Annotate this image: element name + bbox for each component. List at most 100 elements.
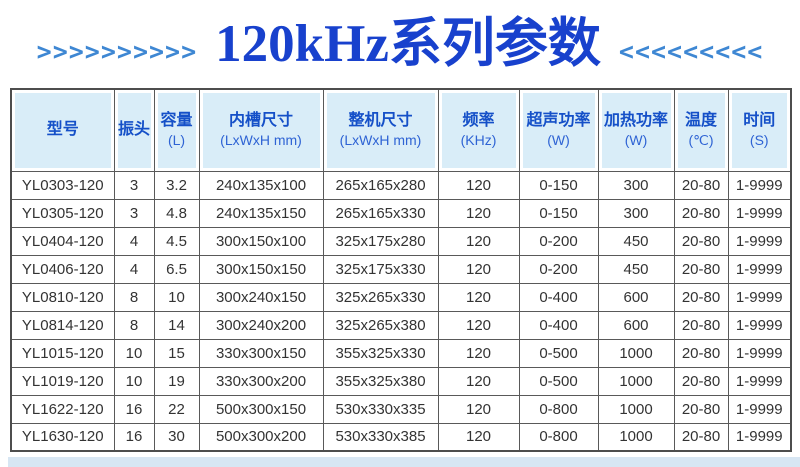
table-cell: 20-80 — [673, 310, 729, 340]
table-cell: 0-500 — [518, 366, 599, 396]
table-cell: 20-80 — [673, 226, 729, 256]
column-header-0: 型号 — [10, 88, 115, 172]
right-chevrons-decoration: <<<<<<<<< — [618, 36, 764, 66]
table-cell: YL0814-120 — [10, 310, 115, 340]
table-cell: 20-80 — [673, 170, 729, 200]
column-label: 温度 — [684, 112, 717, 129]
table-cell: 16 — [113, 422, 155, 452]
column-header-9: 时间 (S) — [727, 88, 792, 172]
table-cell: 4 — [113, 226, 155, 256]
table-cell: 20-80 — [673, 366, 729, 396]
table-cell: 1-9999 — [727, 310, 792, 340]
column-unit: (℃) — [688, 132, 714, 148]
table-cell: YL0305-120 — [10, 198, 115, 228]
table-cell: 1-9999 — [727, 422, 792, 452]
table-cell: 0-150 — [518, 170, 599, 200]
column-header-7: 加热功率 (W) — [597, 88, 675, 172]
table-row: YL0303-120 3 3.2 240x135x100 265x165x280 120 0… — [10, 170, 792, 200]
table-row: YL0814-120 8 14 300x240x200 325x265x380 120 0-… — [10, 310, 792, 340]
table-cell: 120 — [437, 394, 520, 424]
column-header-8: 温度 (℃) — [673, 88, 729, 172]
table-cell: 3 — [113, 198, 155, 228]
table-cell: YL0406-120 — [10, 254, 115, 284]
table-cell: 4.8 — [153, 198, 200, 228]
table-cell: 3 — [113, 170, 155, 200]
table-cell: 20-80 — [673, 394, 729, 424]
table-cell: 240x135x150 — [198, 198, 324, 228]
spec-table: 型号 振头 容量 (L) 内槽尺寸 (LxWxH mm) 整机尺寸 (LxWxH mm) 频率 (… — [10, 88, 792, 452]
table-cell: 1-9999 — [727, 394, 792, 424]
table-cell: 120 — [437, 226, 520, 256]
table-row: YL1015-120 10 15 330x300x150 355x325x330 120 0… — [10, 338, 792, 368]
table-cell: 240x135x100 — [198, 170, 324, 200]
table-cell: 300 — [597, 198, 675, 228]
table-cell: 6.5 — [153, 254, 200, 284]
table-cell: YL0810-120 — [10, 282, 115, 312]
table-row: YL1019-120 10 19 330x300x200 355x325x380 120 0… — [10, 366, 792, 396]
table-cell: 4.5 — [153, 226, 200, 256]
table-cell: 120 — [437, 170, 520, 200]
table-cell: 120 — [437, 338, 520, 368]
table-cell: 8 — [113, 310, 155, 340]
spec-table-header: 型号 振头 容量 (L) 内槽尺寸 (LxWxH mm) 整机尺寸 (LxWxH mm) 频率 (… — [10, 88, 792, 172]
table-cell: 500x300x150 — [198, 394, 324, 424]
table-cell: 10 — [113, 366, 155, 396]
table-cell: 19 — [153, 366, 200, 396]
column-unit: (LxWxH mm) — [220, 132, 302, 148]
table-cell: 1000 — [597, 422, 675, 452]
column-header-2: 容量 (L) — [153, 88, 200, 172]
table-cell: 325x175x280 — [322, 226, 439, 256]
column-unit: (W) — [624, 132, 648, 148]
table-cell: 120 — [437, 422, 520, 452]
table-cell: 20-80 — [673, 254, 729, 284]
table-cell: 1-9999 — [727, 366, 792, 396]
table-cell: 265x165x280 — [322, 170, 439, 200]
table-cell: 330x300x150 — [198, 338, 324, 368]
table-cell: 0-800 — [518, 422, 599, 452]
table-cell: 300 — [597, 170, 675, 200]
table-cell: YL1622-120 — [10, 394, 115, 424]
table-row: YL0404-120 4 4.5 300x150x100 325x175x280 120 0… — [10, 226, 792, 256]
column-label: 型号 — [46, 121, 79, 139]
table-cell: 325x265x380 — [322, 310, 439, 340]
table-cell: 300x150x100 — [198, 226, 324, 256]
column-header-4: 整机尺寸 (LxWxH mm) — [322, 88, 439, 172]
left-chevrons-decoration: >>>>>>>>>> — [36, 36, 198, 66]
table-cell: 1-9999 — [727, 170, 792, 200]
table-cell: 450 — [597, 226, 675, 256]
table-cell: 120 — [437, 282, 520, 312]
column-header-3: 内槽尺寸 (LxWxH mm) — [198, 88, 324, 172]
table-cell: 300x240x150 — [198, 282, 324, 312]
table-cell: 1000 — [597, 366, 675, 396]
table-cell: YL1019-120 — [10, 366, 115, 396]
table-cell: 1000 — [597, 394, 675, 424]
table-cell: 300x150x150 — [198, 254, 324, 284]
table-cell: 20-80 — [673, 422, 729, 452]
table-cell: 1-9999 — [727, 226, 792, 256]
spec-table-body: YL0303-120 3 3.2 240x135x100 265x165x280 120 0… — [10, 170, 792, 452]
column-header-5: 频率 (KHz) — [437, 88, 520, 172]
table-row: YL0406-120 4 6.5 300x150x150 325x175x330 120 0… — [10, 254, 792, 284]
table-cell: 30 — [153, 422, 200, 452]
table-row: YL1630-120 16 30 500x300x200 530x330x385 120 0… — [10, 422, 792, 452]
column-header-6: 超声功率 (W) — [518, 88, 599, 172]
table-cell: 265x165x330 — [322, 198, 439, 228]
table-cell: 330x300x200 — [198, 366, 324, 396]
table-cell: 120 — [437, 198, 520, 228]
column-unit: (W) — [547, 132, 570, 148]
table-cell: 0-800 — [518, 394, 599, 424]
table-cell: 500x300x200 — [198, 422, 324, 452]
table-cell: YL0303-120 — [10, 170, 115, 200]
table-cell: 20-80 — [673, 282, 729, 312]
spec-table-container: 型号 振头 容量 (L) 内槽尺寸 (LxWxH mm) 整机尺寸 (LxWxH mm) 频率 (… — [10, 88, 792, 452]
table-cell: 14 — [153, 310, 200, 340]
column-label: 内槽尺寸 — [228, 112, 293, 129]
column-label: 整机尺寸 — [348, 112, 413, 129]
table-cell: 0-500 — [518, 338, 599, 368]
table-cell: 530x330x335 — [322, 394, 439, 424]
table-cell: 20-80 — [673, 338, 729, 368]
table-cell: 1-9999 — [727, 254, 792, 284]
title-banner: >>>>>>>>>> 120kHz系列参数 <<<<<<<<< — [0, 0, 800, 86]
column-label: 容量 — [160, 112, 193, 129]
table-cell: 355x325x380 — [322, 366, 439, 396]
